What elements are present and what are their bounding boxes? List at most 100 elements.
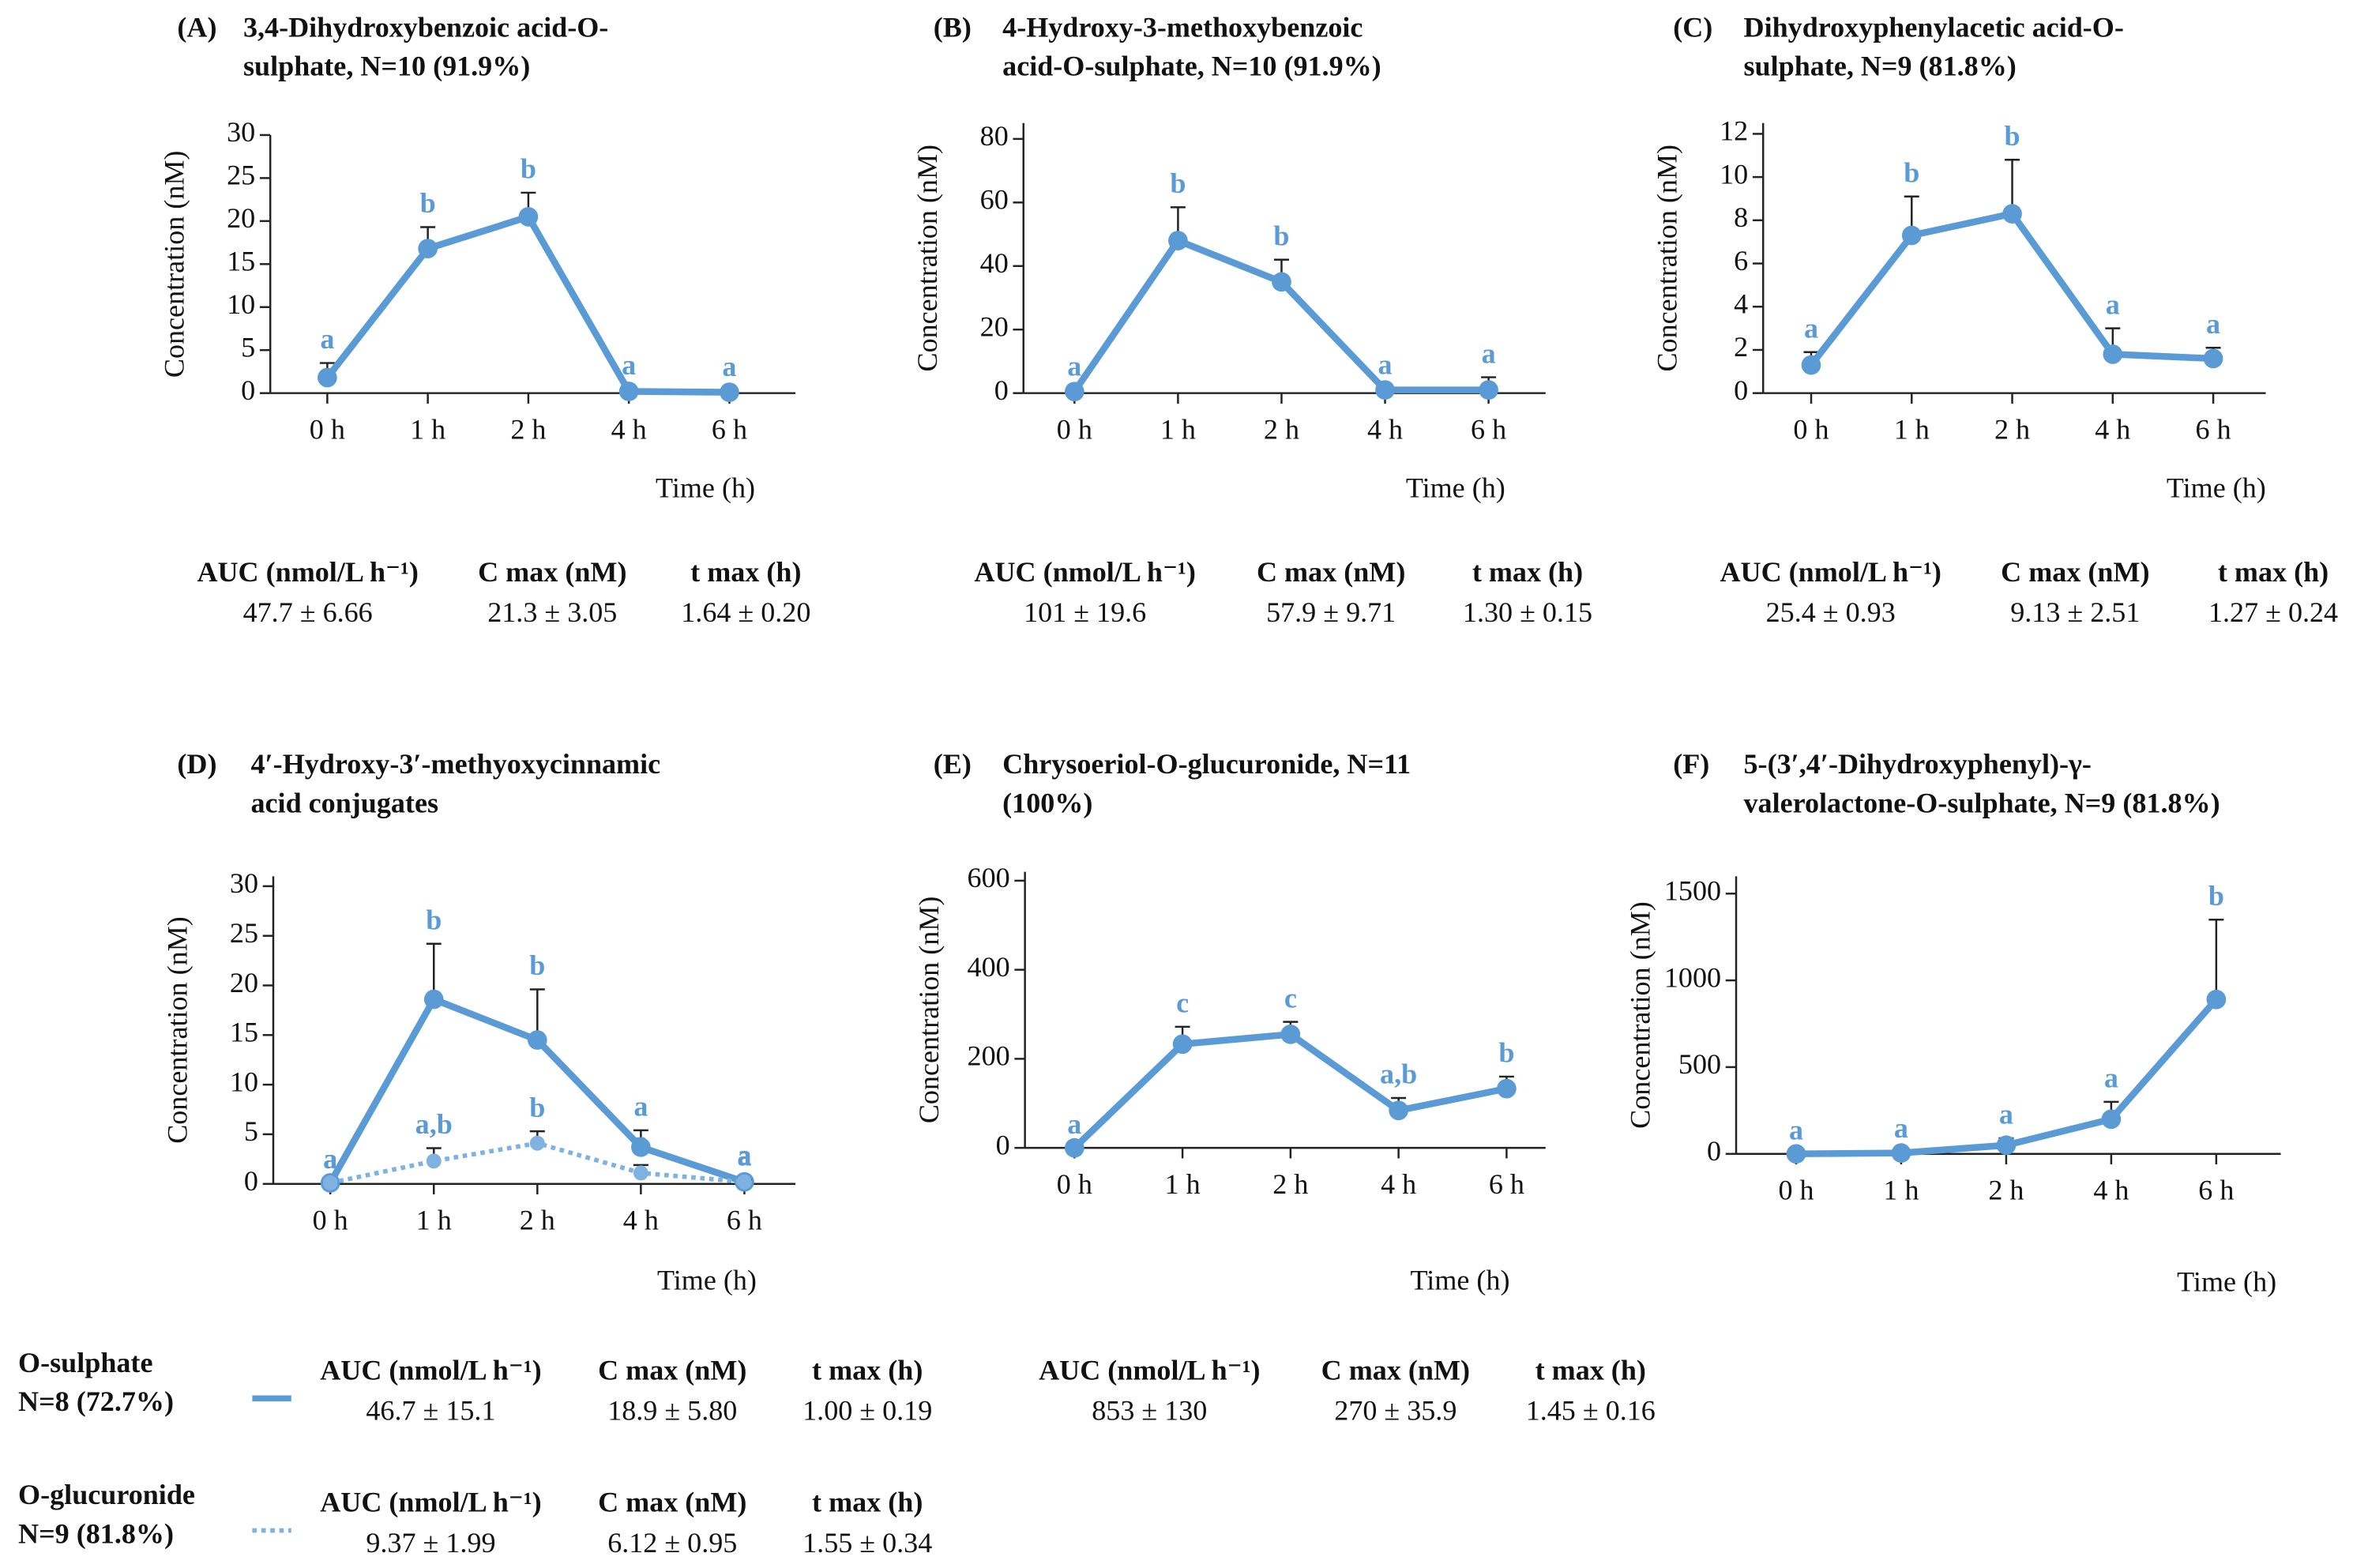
chart-title: Chrysoeriol-O-glucuronide, N=11 [1002, 748, 1411, 780]
y-tick-label: 500 [1678, 1048, 1721, 1080]
point-letter: a [2106, 288, 2120, 320]
y-tick-label: 25 [230, 917, 258, 949]
stat-name: AUC (nmol/L h⁻¹) [197, 556, 418, 588]
chart-title: sulphate, N=10 (91.9%) [243, 51, 530, 82]
y-tick-label: 10 [227, 288, 255, 320]
y-tick-label: 0 [996, 1129, 1010, 1160]
panel-label: (C) [1673, 11, 1712, 43]
x-tick-label: 0 h [310, 413, 345, 445]
point-letter: a [1804, 312, 1818, 344]
series-line [1808, 209, 2214, 367]
point-letter: a,b [1380, 1058, 1417, 1090]
stat-name: C max (nM) [1321, 1354, 1470, 1386]
data-point [1375, 380, 1395, 400]
stat-value: 853 ± 130 [1092, 1395, 1207, 1427]
x-tick-label: 2 h [1264, 413, 1299, 445]
data-point [2203, 348, 2223, 369]
panel-label: (E) [934, 748, 972, 780]
point-letter: a [1067, 350, 1081, 382]
point-letter: a [2206, 308, 2220, 340]
data-point [1280, 1025, 1301, 1044]
stat-name: C max (nM) [2001, 556, 2149, 588]
y-tick-label: 0 [994, 374, 1009, 406]
x-tick-label: 4 h [623, 1204, 659, 1235]
x-tick-label: 1 h [416, 1204, 452, 1235]
point-letter: a [1067, 1108, 1081, 1140]
data-point [1801, 355, 1821, 375]
data-point [527, 1030, 547, 1050]
stat-value: 25.4 ± 0.93 [1766, 596, 1896, 628]
x-tick-label: 6 h [1489, 1168, 1524, 1200]
data-point [418, 239, 438, 259]
point-letter: a [622, 349, 636, 381]
y-tick-label: 200 [968, 1040, 1010, 1072]
stat-value: 270 ± 35.9 [1334, 1395, 1457, 1427]
point-letter: b [420, 187, 436, 219]
y-tick-label: 40 [980, 247, 1009, 279]
data-point [736, 1174, 752, 1190]
point-letter: a,b [415, 1108, 453, 1140]
point-letter: b [2208, 880, 2224, 912]
point-letter: b [426, 904, 442, 935]
data-point [618, 382, 639, 401]
data-point [518, 207, 539, 227]
x-tick-label: 1 h [1894, 413, 1930, 445]
stat-name: C max (nM) [1257, 556, 1405, 588]
chart-title: acid conjugates [250, 787, 438, 818]
point-letter: a [1789, 1114, 1803, 1145]
y-tick-label: 30 [227, 116, 255, 148]
x-tick-label: 0 h [313, 1204, 348, 1235]
x-axis-label: Time (h) [657, 1264, 757, 1295]
panel-label: (B) [934, 11, 972, 43]
y-tick-label: 600 [968, 862, 1010, 893]
data-point [1389, 1100, 1408, 1121]
legend-name: O-sulphate [18, 1347, 152, 1378]
x-tick-label: 2 h [1988, 1174, 2024, 1205]
stat-value: 9.13 ± 2.51 [2010, 596, 2140, 628]
stat-name: C max (nM) [478, 556, 626, 588]
stat-value: 46.7 ± 15.1 [366, 1395, 495, 1427]
legend-name: O-glucuronide [18, 1479, 195, 1510]
stat-value: 1.00 ± 0.19 [803, 1395, 932, 1427]
data-point [1479, 380, 1498, 400]
y-axis-label: Concentration (nM) [1652, 145, 1683, 372]
stat-name: AUC (nmol/L h⁻¹) [320, 1487, 541, 1518]
data-point [2206, 989, 2227, 1010]
data-point [322, 1175, 338, 1190]
stat-value: 18.9 ± 5.80 [607, 1395, 737, 1427]
x-tick-label: 2 h [520, 1204, 555, 1235]
data-point [1891, 1143, 1911, 1163]
stat-name: t max (h) [812, 1487, 923, 1518]
y-tick-label: 80 [980, 120, 1009, 152]
panel-label: (D) [177, 748, 216, 780]
stat-name: t max (h) [1472, 556, 1583, 588]
stat-name: t max (h) [690, 556, 801, 588]
y-tick-label: 15 [230, 1017, 258, 1048]
y-axis-label: Concentration (nM) [161, 916, 193, 1144]
stat-value: 1.27 ± 0.24 [2208, 596, 2338, 628]
y-tick-label: 5 [241, 332, 255, 363]
point-letter: a [722, 351, 736, 382]
y-tick-label: 6 [1734, 245, 1748, 276]
panel-label: (A) [177, 11, 216, 43]
legend-n: N=8 (72.7%) [18, 1386, 174, 1417]
y-axis-label: Concentration (nM) [159, 151, 190, 378]
y-axis-label: Concentration (nM) [913, 897, 945, 1124]
stat-name: C max (nM) [598, 1487, 746, 1518]
x-tick-label: 6 h [1471, 413, 1506, 445]
data-point [318, 367, 337, 388]
y-tick-label: 20 [980, 311, 1009, 343]
stat-name: t max (h) [2218, 556, 2329, 588]
stat-value: 101 ± 19.6 [1024, 596, 1146, 628]
data-point [720, 382, 739, 402]
y-tick-label: 0 [1707, 1135, 1721, 1167]
data-point [1064, 382, 1084, 402]
point-letter: b [521, 153, 536, 185]
stat-name: AUC (nmol/L h⁻¹) [1720, 556, 1941, 588]
x-tick-label: 2 h [1994, 413, 2030, 445]
data-point [1497, 1078, 1517, 1099]
data-point [2002, 204, 2022, 224]
x-tick-label: 4 h [2095, 413, 2130, 445]
data-point [426, 1153, 442, 1169]
